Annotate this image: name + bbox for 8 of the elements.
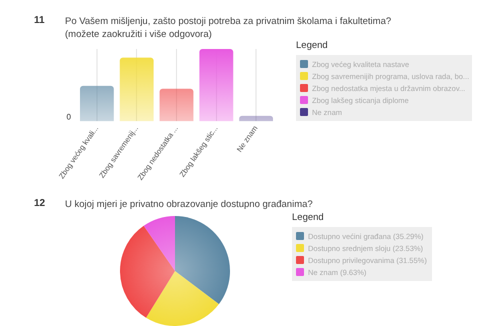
text: 12	[34, 198, 46, 209]
chart-title: U kojoj mjeri je privatno obrazovanje dostupno građanima?	[65, 198, 313, 211]
annotation: 0	[66, 112, 72, 122]
legend-title: Legend	[292, 212, 325, 223]
legend-title: Legend	[296, 40, 329, 51]
chart-subtitle: (možete zaokružiti i više odgovora)	[65, 29, 212, 40]
chart-title: Po Vašem mišljenju, zašto postoji potreba za privatnim školama i fakultetima?	[65, 16, 392, 27]
text: 11	[34, 15, 45, 26]
